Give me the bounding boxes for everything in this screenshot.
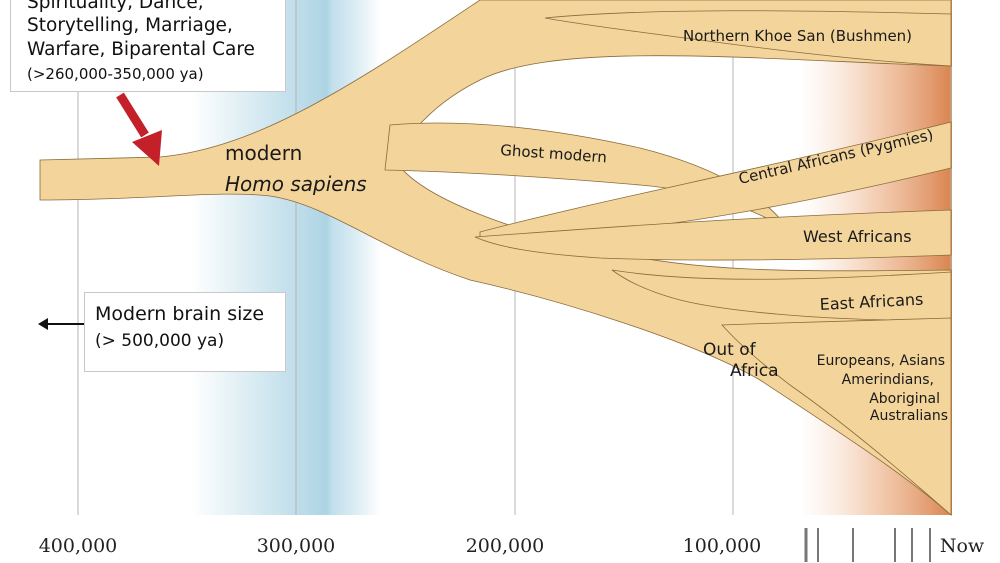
traits-callout-box: Spirituality, Dance, Storytelling, Marri… <box>10 0 286 92</box>
label-homo-sapiens: Homo sapiens <box>225 172 367 196</box>
tick-label-200k: 200,000 <box>466 535 545 557</box>
trunk-branch <box>39 0 952 516</box>
tick-label-100k: 100,000 <box>683 535 762 557</box>
label-west-africans: West Africans <box>803 227 912 246</box>
label-modern: modern <box>225 141 302 165</box>
label-out-of-africa-1: Out of <box>703 340 757 360</box>
lineage-branches <box>39 0 952 516</box>
branch-khoe-san <box>544 10 952 67</box>
origin-arrow <box>116 92 162 166</box>
branch-west-africans <box>474 209 952 261</box>
tick-label-400k: 400,000 <box>39 535 118 557</box>
label-eurasia-4: Australians <box>870 408 948 424</box>
branch-eurasians <box>721 317 952 516</box>
traits-line-3: Warfare, Biparental Care <box>27 39 255 60</box>
tick-label-300k: 300,000 <box>257 535 336 557</box>
brain-size-title: Modern brain size <box>95 303 265 325</box>
traits-line-1: Spirituality, Dance, <box>27 0 204 13</box>
traits-date: (>260,000-350,000 ya) <box>27 65 204 83</box>
label-out-of-africa-2: Africa <box>730 361 779 381</box>
origin-arrow-head <box>132 130 162 166</box>
brain-size-callout-box: Modern brain size (> 500,000 ya) <box>84 292 286 372</box>
origin-arrow-shaft <box>116 92 149 138</box>
brain-size-date: (> 500,000 ya) <box>95 331 225 351</box>
left-pointer-arrow <box>38 318 84 330</box>
label-khoe-san: Northern Khoe San (Bushmen) <box>683 27 912 45</box>
recent-tick-marks <box>804 528 931 562</box>
label-eurasia-1: Europeans, Asians <box>817 353 945 369</box>
traits-line-2: Storytelling, Marriage, <box>27 15 233 36</box>
tick-label-now: Now <box>940 535 985 557</box>
left-pointer-head <box>38 318 48 330</box>
label-eurasia-2: Amerindians, <box>842 372 934 388</box>
label-eurasia-3: Aboriginal <box>869 391 940 407</box>
